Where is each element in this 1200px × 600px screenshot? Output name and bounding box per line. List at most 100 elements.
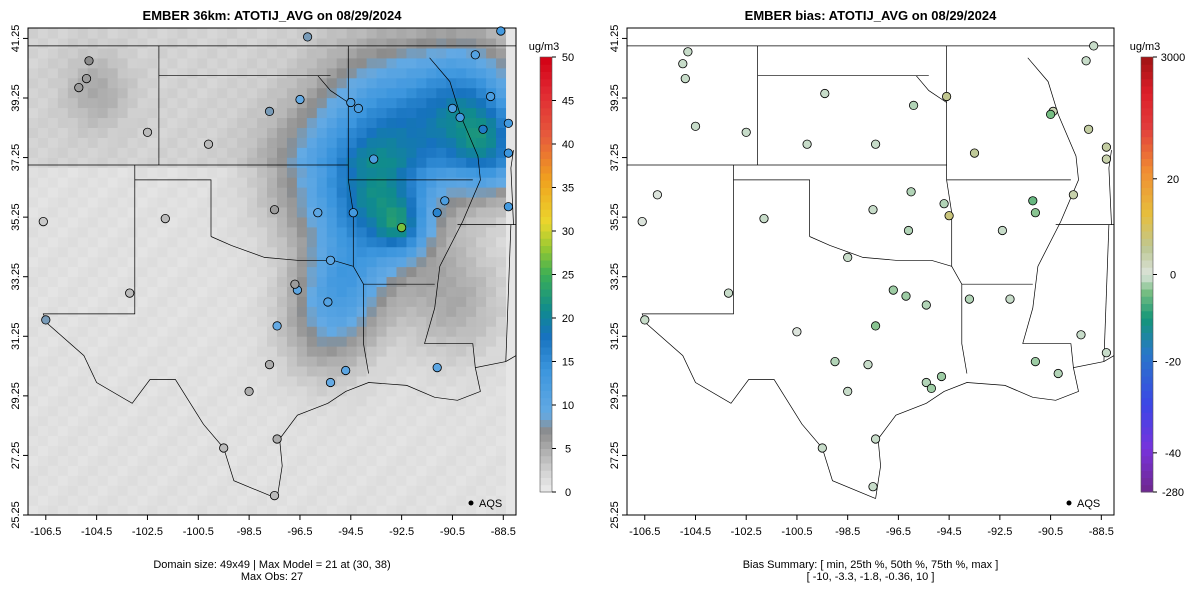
colorbar-segment xyxy=(1141,64,1153,72)
field-cell xyxy=(227,485,238,496)
field-cell xyxy=(346,365,358,377)
field-cell xyxy=(137,97,149,109)
field-cell xyxy=(107,147,119,158)
field-cell xyxy=(366,505,378,516)
footer-line: Bias Summary: [ min, 25th %, 50th %, 75t… xyxy=(743,559,999,571)
field-cell xyxy=(296,316,308,327)
field-cell xyxy=(147,117,159,128)
field-cell xyxy=(456,28,467,39)
field-cell xyxy=(366,365,378,377)
field-cell xyxy=(267,147,278,158)
field-cell xyxy=(306,316,318,327)
colorbar-segment xyxy=(540,115,552,123)
field-cell xyxy=(117,485,129,496)
field-cell xyxy=(426,336,437,347)
field-cell xyxy=(77,226,89,238)
field-cell xyxy=(147,97,159,109)
field-cell xyxy=(77,246,89,258)
observation-point xyxy=(901,291,911,301)
field-cell xyxy=(207,28,218,39)
field-cell xyxy=(386,177,398,188)
field-cell xyxy=(187,167,198,178)
field-cell xyxy=(77,137,89,148)
observation-point xyxy=(219,443,229,453)
field-cell xyxy=(117,137,129,148)
field-cell xyxy=(506,395,517,407)
field-cell xyxy=(197,127,208,138)
field-cell xyxy=(506,465,517,476)
field-cell xyxy=(426,286,437,297)
field-cell xyxy=(147,306,159,317)
field-cell xyxy=(187,276,198,288)
field-cell xyxy=(28,455,39,466)
field-cell xyxy=(486,445,497,456)
field-cell xyxy=(37,455,49,466)
observation-point xyxy=(41,315,51,325)
field-cell xyxy=(187,37,198,49)
y-tick-label: 35.25 xyxy=(609,203,621,231)
field-cell xyxy=(217,385,228,397)
field-cell xyxy=(87,365,99,377)
colorbar-segment xyxy=(1141,463,1153,471)
field-cell xyxy=(276,246,288,258)
field-cell xyxy=(356,28,368,39)
field-cell xyxy=(406,127,418,138)
field-cell xyxy=(47,375,59,387)
field-cell xyxy=(396,395,408,407)
field-cell xyxy=(416,445,427,456)
field-cell xyxy=(87,435,99,447)
field-cell xyxy=(426,475,437,486)
field-cell xyxy=(406,415,418,427)
field-cell xyxy=(157,57,169,69)
field-cell xyxy=(396,425,408,437)
field-cell xyxy=(376,87,388,99)
field-cell xyxy=(326,157,338,168)
field-cell xyxy=(167,37,178,49)
field-cell xyxy=(306,246,318,258)
field-cell xyxy=(197,67,208,79)
field-cell xyxy=(456,266,467,278)
field-cell xyxy=(177,455,188,466)
field-cell xyxy=(37,157,49,168)
field-cell xyxy=(476,107,487,119)
field-cell xyxy=(386,256,398,268)
field-cell xyxy=(167,266,178,278)
field-cell xyxy=(187,355,198,367)
field-cell xyxy=(346,107,358,119)
field-cell xyxy=(127,465,139,476)
field-cell xyxy=(456,236,467,248)
field-cell xyxy=(237,177,248,188)
colorbar-segment xyxy=(1141,354,1153,362)
field-cell xyxy=(476,296,487,307)
field-cell xyxy=(137,87,149,99)
field-cell xyxy=(476,157,487,168)
field-cell xyxy=(366,117,378,128)
field-cell xyxy=(406,475,418,486)
field-cell xyxy=(28,117,39,128)
field-cell xyxy=(37,147,49,158)
colorbar-segment xyxy=(540,180,552,188)
field-cell xyxy=(137,306,149,317)
colorbar-tick-label: 45 xyxy=(562,96,574,108)
field-cell xyxy=(406,385,418,397)
field-cell xyxy=(286,425,298,437)
field-cell xyxy=(87,346,99,357)
field-cell xyxy=(207,97,218,109)
observation-point xyxy=(843,252,853,262)
field-cell xyxy=(296,266,308,278)
field-cell xyxy=(137,445,149,456)
field-cell xyxy=(28,395,39,407)
field-cell xyxy=(366,475,378,486)
field-cell xyxy=(336,485,348,496)
field-cell xyxy=(37,485,49,496)
field-cell xyxy=(207,415,218,427)
field-cell xyxy=(207,107,218,119)
field-cell xyxy=(376,167,388,178)
field-cell xyxy=(476,336,487,347)
field-cell xyxy=(47,187,59,198)
field-cell xyxy=(436,346,447,357)
field-cell xyxy=(37,365,49,377)
observation-point xyxy=(1053,368,1063,379)
field-cell xyxy=(446,28,457,39)
field-cell xyxy=(356,87,368,99)
